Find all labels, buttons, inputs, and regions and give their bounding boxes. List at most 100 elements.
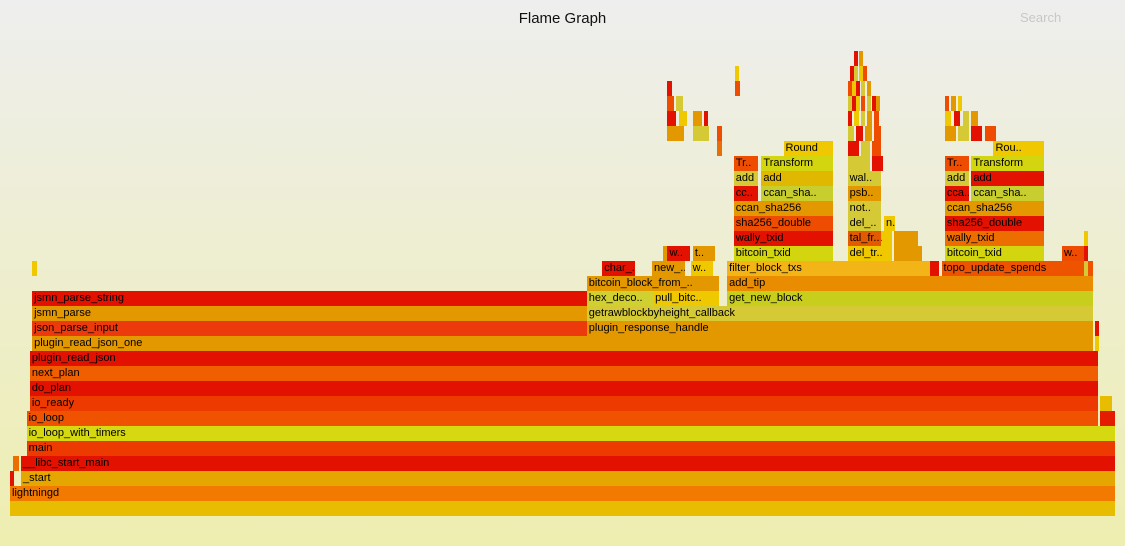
flame-frame[interactable]: del_.. [848,216,881,231]
flame-frame[interactable] [848,96,852,111]
flame-frame[interactable]: plugin_read_json_one [32,336,1093,351]
flame-frame[interactable]: bitcoin_txid [734,246,833,261]
flame-frame[interactable] [1084,231,1088,246]
flame-frame[interactable] [854,51,858,66]
flame-frame[interactable] [894,231,918,246]
flame-frame[interactable]: wally_txid [734,231,833,246]
flame-frame[interactable] [930,261,939,276]
flame-frame[interactable] [854,111,858,126]
flame-frame[interactable] [861,81,865,96]
flame-frame[interactable]: bitcoin_txid [945,246,1044,261]
flame-frame[interactable] [676,96,683,111]
flame-frame[interactable]: get_new_block [727,291,1093,306]
flame-frame[interactable]: topo_update_spends [942,261,1093,276]
flame-frame[interactable] [717,141,721,156]
flame-frame[interactable] [958,126,969,141]
flame-frame[interactable] [963,111,970,126]
flame-frame[interactable] [958,96,962,111]
flame-frame[interactable]: Tr.. [945,156,969,171]
flame-frame[interactable] [1095,321,1099,336]
flame-frame[interactable]: Tr.. [734,156,758,171]
flame-frame[interactable] [985,126,996,141]
flame-frame[interactable] [735,66,739,81]
flame-frame[interactable] [848,81,852,96]
flame-frame[interactable]: not.. [848,201,881,216]
flame-frame[interactable] [876,96,880,111]
flame-frame[interactable]: do_plan [30,381,1099,396]
flame-frame[interactable] [667,81,671,96]
flame-frame[interactable] [852,81,856,96]
flame-frame[interactable]: w.. [1062,246,1084,261]
flame-frame[interactable] [867,96,871,111]
flame-frame[interactable] [667,96,674,111]
flame-frame[interactable]: w.. [667,246,689,261]
flame-frame[interactable] [856,126,863,141]
flame-frame[interactable] [693,111,702,126]
flame-frame[interactable] [32,261,36,276]
flame-frame[interactable] [954,111,961,126]
flame-frame[interactable] [848,126,855,141]
flame-frame[interactable]: char_.. [602,261,635,276]
flame-frame[interactable]: cca.. [945,186,969,201]
flame-frame[interactable] [872,156,883,171]
flame-frame[interactable] [894,246,922,261]
flame-frame[interactable] [872,96,876,111]
flame-frame[interactable]: ccan_sha256 [945,201,1044,216]
flame-frame[interactable] [951,96,955,111]
flame-frame[interactable]: Rou.. [993,141,1044,156]
flame-frame[interactable]: add [971,171,1044,186]
flame-frame[interactable] [867,111,871,126]
flame-frame[interactable] [945,126,956,141]
flame-frame[interactable]: _start [21,471,1115,486]
flame-frame[interactable]: jsmn_parse [32,306,587,321]
flame-frame[interactable] [945,96,949,111]
flame-frame[interactable]: jsmn_parse_string [32,291,587,306]
flame-frame[interactable]: new_.. [652,261,685,276]
flame-frame[interactable] [735,81,741,96]
flame-frame[interactable] [854,66,858,81]
flame-frame[interactable]: bitcoin_block_from_.. [587,276,720,291]
flame-frame[interactable] [10,471,14,486]
flame-frame[interactable]: pull_bitc.. [653,291,719,306]
flame-frame[interactable]: ccan_sha256 [734,201,833,216]
flame-frame[interactable] [848,141,859,156]
flame-frame[interactable]: add [734,171,758,186]
flame-frame[interactable]: io_ready [30,396,1099,411]
flame-frame[interactable] [867,81,871,96]
flame-frame[interactable] [971,126,982,141]
flame-frame[interactable]: add [761,171,833,186]
flame-frame[interactable]: main [27,441,1115,456]
flame-frame[interactable]: getrawblockbyheight_callback [587,306,1093,321]
flame-frame[interactable]: del_tr.. [848,246,892,261]
flame-frame[interactable]: __libc_start_main [21,456,1115,471]
flame-frame[interactable] [852,96,856,111]
search-link[interactable]: Search [1020,10,1061,25]
flame-frame[interactable] [1084,246,1088,261]
flame-frame[interactable] [859,51,863,66]
flame-frame[interactable]: ccan_sha.. [971,186,1044,201]
flame-frame[interactable] [693,126,710,141]
flame-frame[interactable] [856,96,860,111]
flame-frame[interactable] [874,111,878,126]
flame-frame[interactable] [848,111,852,126]
flame-frame[interactable] [971,111,978,126]
flame-frame[interactable]: json_parse_input [32,321,587,336]
flame-frame[interactable] [667,111,676,126]
flame-frame[interactable] [856,81,860,96]
flame-frame[interactable] [1084,261,1088,276]
flame-frame[interactable]: n.. [884,216,895,231]
flame-frame[interactable]: next_plan [30,366,1099,381]
flame-frame[interactable] [861,96,865,111]
flame-frame[interactable] [861,141,870,156]
flame-frame[interactable]: Transform [761,156,833,171]
flame-frame[interactable]: add_tip [727,276,1093,291]
flame-frame[interactable]: tal_fr.. [848,231,881,246]
flame-frame[interactable]: Round [784,141,834,156]
flame-frame[interactable] [679,111,688,126]
flame-frame[interactable] [861,111,865,126]
flame-frame[interactable]: sha256_double [945,216,1044,231]
flame-frame[interactable] [1100,411,1115,426]
flame-frame[interactable] [859,66,863,81]
flame-frame[interactable] [704,111,708,126]
flame-frame[interactable]: filter_block_txs [727,261,930,276]
